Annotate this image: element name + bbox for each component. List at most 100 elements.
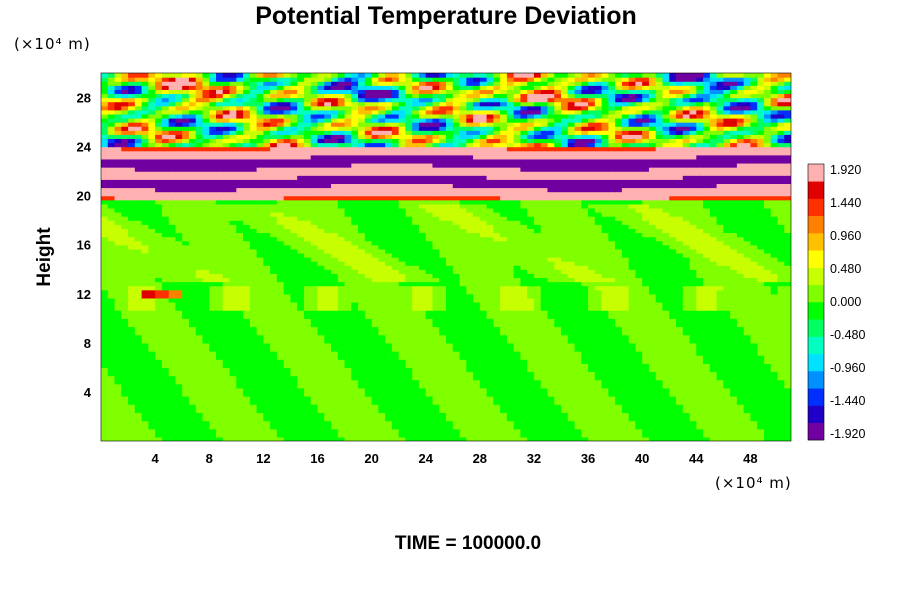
heatmap-cell [290,355,298,360]
heatmap-cell [358,306,366,311]
heatmap-cell [682,351,691,356]
heatmap-cell [676,416,684,422]
heatmap-cell [561,383,569,389]
heatmap-cell [554,318,562,324]
heatmap-cell [195,318,204,324]
heatmap-cell [567,371,576,377]
heatmap-cell [486,346,494,352]
heatmap-cell [723,248,731,254]
heatmap-cell [777,342,785,348]
heatmap-cell [182,424,190,430]
heatmap-cell [283,277,292,283]
heatmap-cell [188,396,197,401]
heatmap-cell [466,334,474,340]
heatmap-cell [696,240,704,246]
heatmap-cell [520,240,528,246]
heatmap-cell [682,387,691,393]
heatmap-cell [209,334,217,340]
heatmap-cell [324,379,332,385]
heatmap-cell [364,424,373,430]
heatmap-cell [107,285,116,291]
heatmap-cell [723,285,731,291]
heatmap-cell [297,342,305,348]
heatmap-cell [128,342,136,348]
heatmap-cell [527,314,535,319]
heatmap-cell [236,293,244,299]
heatmap-cell [398,412,407,418]
heatmap-cell [601,379,609,385]
heatmap-cell [418,310,427,315]
heatmap-cell [581,330,589,336]
heatmap-cell [628,281,637,287]
heatmap-cell [364,342,373,348]
heatmap-cell [398,244,407,250]
heatmap-cell [520,436,528,441]
heatmap-cell [655,297,664,303]
heatmap-cell [533,355,542,360]
heatmap-cell [155,318,163,324]
heatmap-cell [500,334,508,340]
heatmap-cell [290,289,298,295]
heatmap-cell [682,420,691,426]
heatmap-cell [479,306,488,311]
heatmap-cell [324,310,332,315]
heatmap-cell [635,277,643,283]
heatmap-cell [452,346,461,352]
heatmap-cell [527,391,535,397]
heatmap-cell [723,355,731,360]
heatmap-cell [229,424,237,430]
heatmap-cell [297,391,305,397]
heatmap-cell [628,261,637,266]
heatmap-cell [446,322,454,328]
heatmap-cell [249,252,258,258]
heatmap-cell [473,297,481,303]
heatmap-cell [195,244,204,250]
heatmap-cell [466,387,474,393]
heatmap-cell [229,338,237,344]
heatmap-cell [608,306,616,311]
heatmap-cell [412,240,420,246]
heatmap-cell [689,285,697,291]
heatmap-cell [466,375,474,381]
heatmap-cell [202,269,210,274]
heatmap-cell [439,322,447,328]
heatmap-cell [249,408,258,413]
heatmap-cell [202,383,210,389]
heatmap-cell [168,277,177,283]
heatmap-cell [249,330,258,336]
heatmap-cell [229,363,237,368]
heatmap-cell [581,396,589,401]
heatmap-cell [425,424,434,430]
heatmap-cell [114,342,122,348]
heatmap-cell [763,391,772,397]
heatmap-cell [446,355,454,360]
heatmap-cell [520,338,528,344]
heatmap-cell [175,396,183,401]
heatmap-cell [195,322,204,328]
heatmap-cell [128,314,136,319]
heatmap-cell [635,310,643,315]
heatmap-cell [141,404,149,409]
heatmap-cell [209,277,217,283]
heatmap-cell [540,293,549,299]
heatmap-cell [689,396,697,401]
heatmap-cell [581,404,589,409]
heatmap-cell [446,297,454,303]
heatmap-cell [155,289,163,295]
heatmap-cell [757,379,765,385]
heatmap-cell [743,351,752,356]
heatmap-cell [777,412,785,418]
heatmap-cell [486,412,494,418]
heatmap-cell [561,420,569,426]
heatmap-cell [479,301,488,307]
heatmap-cell [689,293,697,299]
heatmap-cell [364,408,373,413]
heatmap-cell [466,293,474,299]
heatmap-cell [128,301,136,307]
heatmap-cell [716,281,724,287]
heatmap-cell [608,240,616,246]
heatmap-cell [588,289,596,295]
heatmap-cell [513,408,522,413]
heatmap-cell [736,387,745,393]
heatmap-cell [757,436,765,441]
